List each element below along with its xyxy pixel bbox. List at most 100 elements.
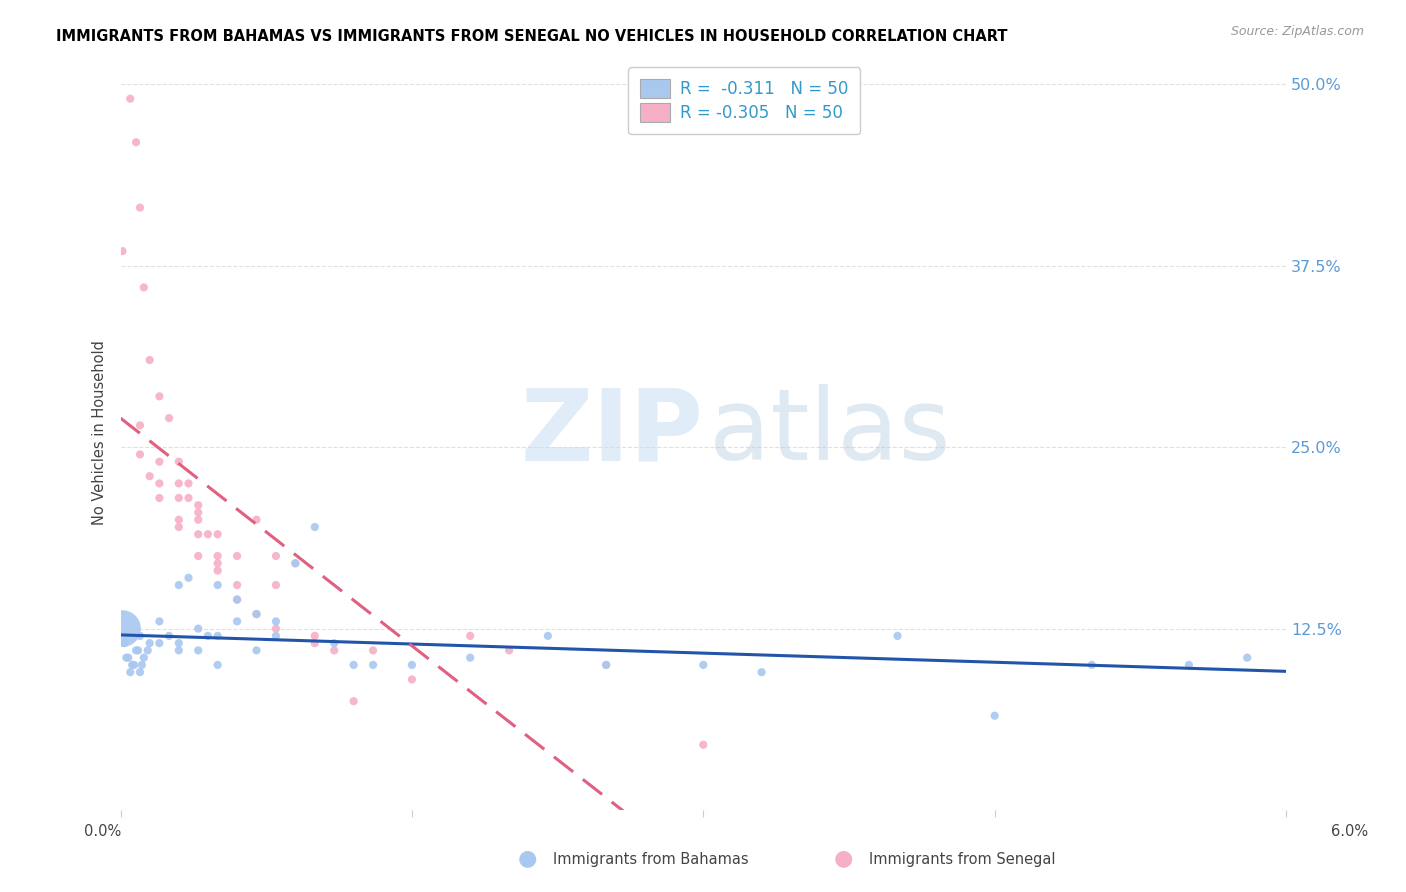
Point <box>498 643 520 657</box>
Point <box>112 636 135 650</box>
Text: 0.0%: 0.0% <box>84 824 121 838</box>
Point <box>157 411 180 425</box>
Text: IMMIGRANTS FROM BAHAMAS VS IMMIGRANTS FROM SENEGAL NO VEHICLES IN HOUSEHOLD CORR: IMMIGRANTS FROM BAHAMAS VS IMMIGRANTS FR… <box>56 29 1008 44</box>
Point <box>692 738 714 752</box>
Point <box>129 665 152 680</box>
Point <box>226 578 249 592</box>
Point <box>304 629 326 643</box>
Point <box>284 556 307 570</box>
Point <box>136 643 159 657</box>
Point <box>207 578 229 592</box>
Point <box>148 615 170 629</box>
Point <box>167 455 190 469</box>
Point <box>148 389 170 403</box>
Point <box>187 622 209 636</box>
Point <box>886 629 908 643</box>
Point <box>187 513 209 527</box>
Text: atlas: atlas <box>709 384 950 481</box>
Point <box>177 571 200 585</box>
Point <box>138 353 160 368</box>
Point <box>207 629 229 643</box>
Point <box>129 201 152 215</box>
Point <box>111 622 134 636</box>
Point <box>595 657 617 672</box>
Point <box>284 556 307 570</box>
Point <box>167 491 190 505</box>
Point <box>323 643 346 657</box>
Point <box>458 629 481 643</box>
Point <box>127 643 149 657</box>
Point <box>121 657 143 672</box>
Point <box>177 491 200 505</box>
Point <box>129 629 152 643</box>
Point <box>132 650 155 665</box>
Point <box>537 629 560 643</box>
Point <box>115 650 138 665</box>
Point <box>129 418 152 433</box>
Point <box>207 556 229 570</box>
Text: Immigrants from Senegal: Immigrants from Senegal <box>869 853 1056 867</box>
Point <box>264 629 287 643</box>
Point <box>122 657 145 672</box>
Point <box>207 564 229 578</box>
Point <box>245 513 267 527</box>
Point <box>323 636 346 650</box>
Point <box>167 578 190 592</box>
Point <box>132 280 155 294</box>
Point <box>187 643 209 657</box>
Point <box>167 513 190 527</box>
Point <box>343 657 366 672</box>
Point <box>207 527 229 541</box>
Point <box>207 549 229 563</box>
Point <box>245 607 267 621</box>
Point <box>245 607 267 621</box>
Point <box>751 665 773 680</box>
Point <box>148 636 170 650</box>
Point <box>226 615 249 629</box>
Point <box>264 615 287 629</box>
Point <box>264 622 287 636</box>
Point <box>1236 650 1258 665</box>
Point <box>343 694 366 708</box>
Legend: R =  -0.311   N = 50, R = -0.305   N = 50: R = -0.311 N = 50, R = -0.305 N = 50 <box>628 67 860 134</box>
Point <box>692 657 714 672</box>
Point <box>120 665 142 680</box>
Point <box>138 469 160 483</box>
Point <box>148 491 170 505</box>
Point <box>983 708 1005 723</box>
Point <box>458 650 481 665</box>
Point <box>167 476 190 491</box>
Text: ZIP: ZIP <box>520 384 703 481</box>
Point <box>167 636 190 650</box>
Point <box>120 92 142 106</box>
Point <box>131 657 153 672</box>
Text: Source: ZipAtlas.com: Source: ZipAtlas.com <box>1230 25 1364 38</box>
Point <box>401 673 423 687</box>
Text: 6.0%: 6.0% <box>1331 824 1368 838</box>
Point <box>111 244 134 259</box>
Point <box>207 657 229 672</box>
Point <box>401 657 423 672</box>
Point <box>595 657 617 672</box>
Point <box>129 447 152 461</box>
Point <box>264 578 287 592</box>
Point <box>167 643 190 657</box>
Point <box>304 636 326 650</box>
Point <box>148 476 170 491</box>
Point <box>138 636 160 650</box>
Point <box>177 476 200 491</box>
Point <box>187 506 209 520</box>
Point <box>1178 657 1201 672</box>
Text: Immigrants from Bahamas: Immigrants from Bahamas <box>553 853 748 867</box>
Point <box>1081 657 1104 672</box>
Point <box>187 549 209 563</box>
Point <box>197 629 219 643</box>
Text: ●: ● <box>834 848 853 868</box>
Point <box>167 520 190 534</box>
Point <box>304 520 326 534</box>
Point <box>187 527 209 541</box>
Point <box>361 657 384 672</box>
Point <box>361 643 384 657</box>
Point <box>125 643 148 657</box>
Point <box>125 135 148 149</box>
